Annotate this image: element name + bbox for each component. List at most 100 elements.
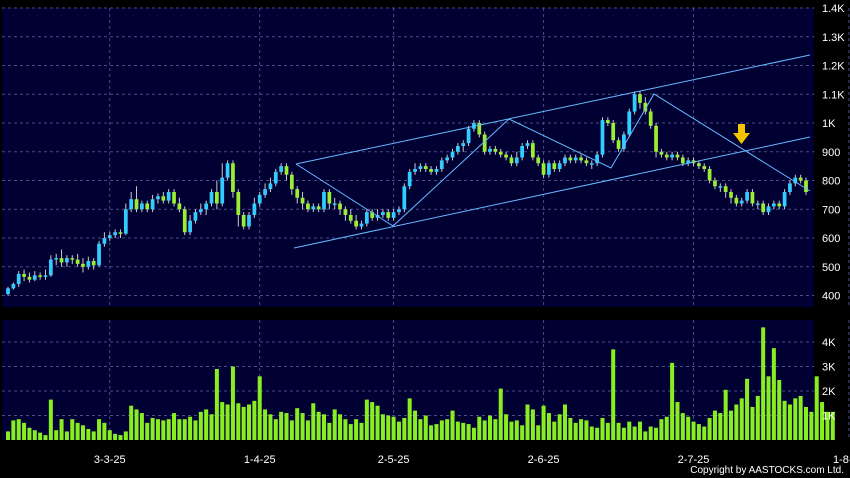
volume-bar (161, 420, 166, 440)
volume-bar (11, 420, 16, 440)
candle-up (364, 212, 369, 224)
volume-bar (370, 402, 375, 440)
candle-down (348, 215, 353, 221)
volume-bar (150, 417, 155, 440)
volume-bar (86, 428, 91, 440)
candle-up (359, 223, 364, 227)
candle-down (702, 166, 707, 169)
candle-up (6, 288, 10, 295)
candle-up (456, 146, 460, 152)
volume-bar (284, 413, 289, 440)
volume-bar (798, 395, 803, 440)
candle-down (370, 212, 375, 218)
volume-bar (616, 422, 621, 440)
volume-bar (220, 402, 225, 440)
volume-bar (316, 411, 321, 440)
volume-tick-label: 2K (822, 386, 836, 398)
volume-bar (289, 420, 294, 440)
volume-bar (407, 398, 412, 440)
volume-bar (723, 389, 728, 440)
candle-up (150, 199, 155, 210)
candle-up (97, 243, 101, 266)
volume-bar (198, 411, 203, 440)
volume-bar (38, 432, 43, 440)
candle-down (675, 154, 680, 158)
candle-up (563, 157, 567, 164)
volume-bar (814, 376, 819, 440)
volume-bar (514, 420, 519, 440)
volume-bar (434, 424, 439, 440)
volume-bar (680, 413, 685, 440)
volume-bar (22, 422, 27, 440)
volume-bar (579, 419, 584, 440)
volume-bar (471, 427, 476, 440)
candle-up (782, 192, 787, 207)
candle-down (729, 192, 733, 198)
volume-bar (541, 405, 546, 440)
volume-bar (787, 404, 792, 440)
price-tick-label: 1.4K (822, 3, 845, 15)
candle-down (680, 157, 685, 164)
volume-bar (263, 409, 268, 440)
volume-bar (402, 417, 407, 440)
candle-up (434, 169, 439, 172)
candle-up (279, 166, 284, 172)
candle-up (204, 203, 209, 210)
price-tick-label: 700 (822, 204, 840, 216)
candle-down (27, 276, 32, 280)
volume-bar (236, 403, 241, 440)
date-tick-label: 2-6-25 (528, 454, 560, 466)
volume-bar (177, 419, 182, 440)
volume-bar (380, 414, 385, 440)
volume-bar (155, 419, 160, 440)
candle-down (306, 203, 310, 210)
candle-up (257, 194, 262, 204)
volume-bar (568, 417, 573, 440)
volume-bar (305, 420, 310, 440)
volume-bar (455, 421, 460, 440)
volume-bar (413, 410, 418, 440)
volume-bar (504, 414, 509, 440)
candle-down (536, 157, 541, 164)
candle-up (627, 111, 632, 135)
volume-bar (70, 419, 75, 440)
candle-down (493, 148, 498, 152)
volume-bar (637, 421, 642, 440)
candle-up (793, 177, 798, 184)
price-tick-label: 1.3K (822, 32, 845, 44)
volume-bar (188, 416, 193, 440)
volume-bar (755, 395, 760, 440)
volume-bar (632, 426, 637, 440)
copyright-text: Copyright by AASTOCKS.com Ltd. (690, 465, 844, 476)
volume-bar (343, 419, 348, 440)
volume-bar (820, 402, 825, 440)
volume-bar (97, 419, 102, 440)
candle-up (686, 160, 691, 164)
candle-up (466, 128, 471, 144)
volume-bar (761, 327, 766, 440)
candle-up (766, 206, 771, 213)
volume-bar (771, 348, 776, 440)
volume-bar (498, 388, 503, 440)
price-tick-label: 1K (822, 118, 836, 130)
candle-down (300, 197, 305, 204)
volume-bar (364, 399, 369, 440)
candle-up (739, 200, 744, 204)
volume-tick-label: 4K (822, 337, 836, 349)
volume-bar (354, 419, 359, 440)
volume-bar (145, 422, 150, 440)
volume-bar (123, 431, 128, 440)
volume-bar (348, 424, 353, 440)
candle-up (193, 212, 198, 221)
candle-up (461, 143, 466, 146)
volume-bar (80, 425, 85, 440)
volume-bar (300, 413, 305, 440)
volume-bar (113, 433, 118, 440)
volume-bar (530, 409, 535, 440)
volume-bar (91, 431, 96, 440)
volume-bar (729, 410, 734, 440)
volume-bar (59, 419, 64, 440)
candle-down (182, 209, 187, 233)
volume-bar (450, 410, 455, 440)
candle-up (107, 235, 112, 238)
